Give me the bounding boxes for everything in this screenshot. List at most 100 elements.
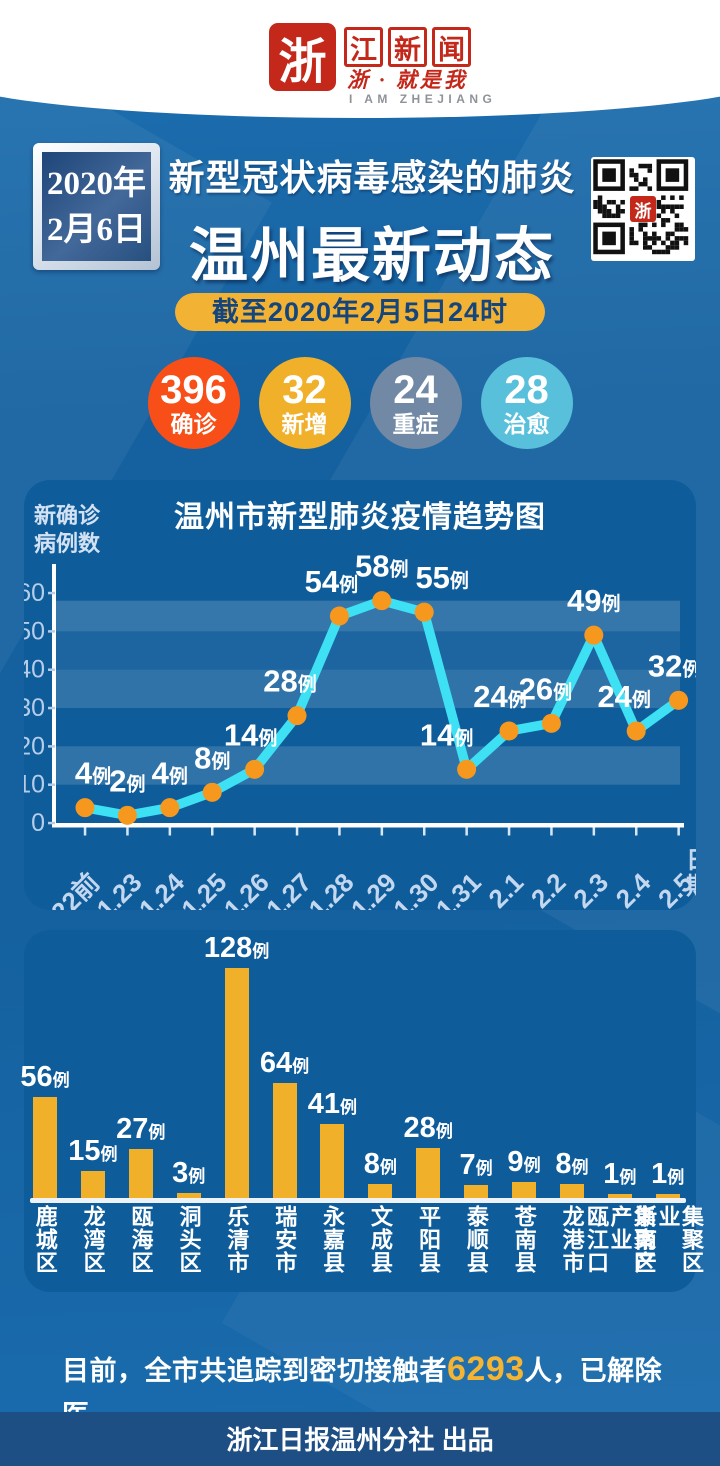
bar-category-label: 平阳县: [415, 1205, 441, 1274]
x-tick: [465, 827, 468, 836]
y-tick: [48, 668, 55, 671]
data-point: [626, 721, 646, 741]
x-tick: [677, 827, 680, 836]
bar: [33, 1097, 57, 1198]
data-point-label: 28例: [263, 664, 317, 699]
data-point: [287, 706, 307, 726]
y-tick-label: 20: [24, 732, 45, 760]
zhejiang-news-seal-logo: 浙: [269, 23, 336, 91]
stat-value: 24: [393, 367, 438, 412]
x-tick: [295, 827, 299, 836]
qr-pattern: [593, 159, 689, 255]
data-point-label: 14例: [420, 717, 474, 752]
bar-category-label: 龙湾区: [80, 1205, 106, 1274]
y-tick: [48, 630, 55, 633]
bar: [272, 1082, 297, 1198]
date-day: 2月6日: [47, 211, 146, 248]
bar-value-label: 1例: [603, 1158, 637, 1190]
x-tick: [253, 827, 256, 836]
bar-value-label: 27例: [116, 1113, 166, 1146]
y-tick-label: 40: [24, 656, 45, 684]
bar: [559, 1183, 584, 1198]
zhejiang-news-wordmark: 江 新 闻: [344, 27, 471, 67]
bar-category-label: 瓯江口产业 集聚区: [584, 1205, 657, 1274]
stat-label: 治愈: [503, 410, 550, 437]
bar-category-label: 浙南产业 集聚区: [631, 1205, 704, 1274]
y-tick-label: 10: [24, 771, 45, 799]
x-tick: [126, 827, 129, 836]
bar-category-label: 文成县: [368, 1205, 394, 1274]
bar-value-label: 56例: [20, 1061, 70, 1094]
y-tick-label: 30: [24, 694, 45, 722]
x-tick: [507, 827, 511, 836]
bar-value-label: 3例: [172, 1156, 206, 1189]
x-tick-label: 2.1: [482, 867, 529, 910]
y-tick: [48, 706, 55, 710]
stat-value: 28: [504, 367, 549, 412]
bar-value-label: 28例: [403, 1111, 453, 1144]
data-point: [669, 690, 689, 710]
stat-confirmed: 396 确诊: [147, 357, 240, 449]
bar-value-label: 64例: [259, 1046, 310, 1079]
y-tick-label: 0: [31, 809, 45, 837]
bar: [416, 1147, 441, 1198]
data-point: [499, 721, 519, 741]
bar-value-label: 128例: [203, 931, 270, 964]
subtitle: 新型冠状病毒感染的肺炎: [168, 157, 576, 198]
date-badge: 2020年 2月6日: [33, 143, 160, 270]
bar-value-label: 7例: [459, 1149, 493, 1182]
data-point: [541, 713, 561, 733]
stat-label: 确诊: [170, 410, 217, 437]
bar: [464, 1185, 489, 1198]
data-point-label: 54例: [305, 564, 359, 599]
stat-label: 重症: [392, 410, 439, 437]
x-tick-label: 2.4: [610, 867, 657, 910]
data-point-label: 58例: [355, 549, 409, 584]
page-title: 温州最新动态: [188, 223, 555, 289]
y-tick: [48, 591, 55, 595]
x-axis-title: 期: [686, 873, 696, 900]
logo-character: 江: [344, 27, 383, 67]
bar: [80, 1171, 105, 1198]
x-tick: [550, 827, 553, 836]
bar-value-label: 8例: [555, 1147, 589, 1180]
district-bar-chart-panel: 56例 鹿城区 15例 龙湾区 27例 瓯海区 3例 洞头区 128例 乐清市 64例 瑞安市 41例永…: [20, 930, 704, 1292]
x-tick-label: 2.2: [525, 867, 572, 910]
bar-value-label: 15例: [68, 1135, 118, 1167]
data-point: [584, 625, 604, 645]
bar-value-label: 41例: [307, 1088, 358, 1121]
y-tick-label: 50: [24, 617, 45, 645]
x-tick: [338, 827, 341, 836]
stats-row: 396 确诊 32 新增 24 重症 28 治愈: [0, 357, 720, 449]
x-tick: [592, 827, 596, 836]
bar: [176, 1192, 201, 1198]
x-tick: [380, 827, 384, 836]
bar-category-label: 苍南县: [511, 1205, 537, 1274]
bar-value-label: 9例: [507, 1145, 541, 1178]
qr-center-seal: 浙: [630, 196, 656, 222]
title-block: 新型冠状病毒感染的肺炎 温州最新动态: [166, 149, 578, 293]
stat-label: 新增: [281, 410, 328, 437]
logo-character: 闻: [432, 27, 471, 67]
data-point: [329, 606, 349, 626]
trend-line-chart: 01020304050601.22前1.231.241.251.261.271.…: [24, 549, 696, 910]
data-point: [75, 798, 95, 818]
x-tick: [83, 827, 87, 836]
data-point: [457, 759, 477, 779]
bar-value-label: 1例: [651, 1158, 685, 1190]
bar-category-label: 龙港市: [559, 1205, 585, 1274]
logo-character: 新: [388, 27, 427, 67]
line-chart-title: 温州市新型肺炎疫情趋势图: [174, 501, 546, 534]
x-tick: [423, 827, 426, 836]
date-badge-text: 2020年 2月6日: [42, 152, 151, 261]
stat-severe: 24 重症: [369, 357, 462, 449]
bar-category-label: 鹿城区: [32, 1205, 58, 1274]
data-point-label: 24例: [597, 679, 651, 714]
x-axis-line: [52, 823, 684, 828]
y-tick-label: 60: [24, 579, 45, 607]
bar-category-label: 泰顺县: [463, 1205, 489, 1274]
y-tick: [48, 821, 55, 825]
y-tick: [48, 745, 55, 748]
data-point-label: 49例: [567, 583, 621, 618]
